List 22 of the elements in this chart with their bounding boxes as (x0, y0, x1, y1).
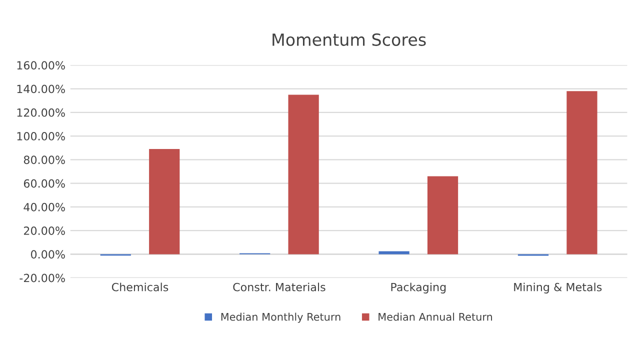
y-tick-label: 20.00% (24, 226, 65, 235)
y-tick-label: 40.00% (24, 202, 65, 212)
chart-title: Momentum Scores (272, 33, 426, 46)
x-tick-label: Packaging (391, 282, 446, 294)
legend-label: Median Annual Return (378, 312, 492, 321)
y-tick-label: 100.00% (17, 132, 65, 140)
bar (427, 176, 458, 254)
y-tick-label: 160.00% (17, 61, 65, 70)
bar (566, 91, 598, 254)
x-tick-label: Mining & Metals (514, 282, 602, 294)
y-tick-label: 120.00% (17, 108, 65, 117)
legend-label: Median Monthly Return (221, 312, 340, 323)
y-tick-label: 60.00% (24, 179, 65, 188)
y-tick-label: -20.00% (20, 274, 65, 282)
bar (378, 251, 410, 254)
y-tick-label: 80.00% (24, 156, 65, 164)
x-tick-label: Constr. Materials (233, 282, 326, 292)
bar (149, 149, 180, 254)
bar (288, 94, 319, 254)
x-tick-label: Chemicals (112, 282, 168, 292)
y-tick-label: 0.00% (30, 250, 65, 259)
y-tick-label: 140.00% (17, 84, 65, 94)
